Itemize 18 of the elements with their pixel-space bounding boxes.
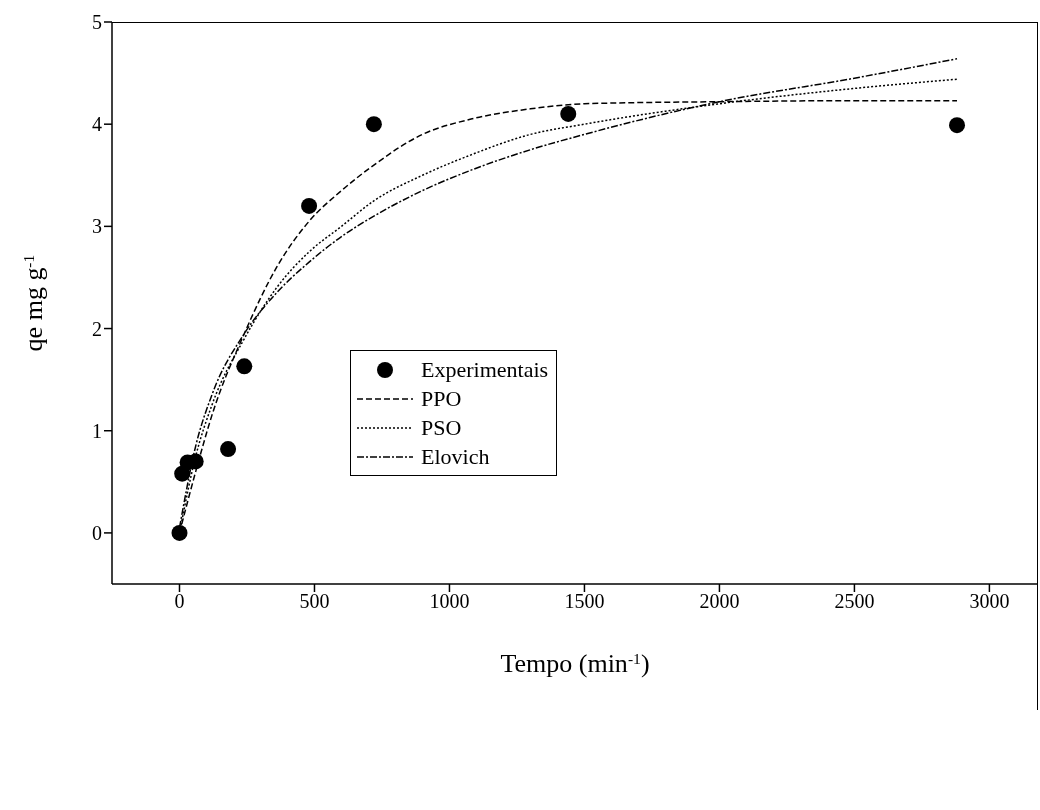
- y-tick-label: 2: [92, 317, 102, 340]
- x-tick-label: 0: [174, 590, 185, 613]
- y-tick-label: 5: [92, 11, 102, 34]
- y-tick-label: 3: [92, 215, 102, 238]
- legend-label: Elovich: [421, 443, 490, 470]
- x-tick-label: 500: [299, 590, 330, 613]
- y-tick-label: 0: [92, 522, 102, 545]
- x-tick-label: 3000: [969, 590, 1010, 613]
- y-tick-label: 1: [92, 419, 102, 442]
- x-tick-label: 2500: [834, 590, 875, 613]
- x-tick-label: 1500: [564, 590, 605, 613]
- x-axis-title: Tempo (min$^{-1}$): [500, 649, 650, 678]
- y-tick-label: 4: [92, 113, 102, 136]
- x-tick-label: 1000: [429, 590, 470, 613]
- x-tick-label: 2000: [699, 590, 740, 613]
- legend-label: PPO: [421, 385, 462, 412]
- legend-label: Experimentais: [421, 356, 549, 383]
- legend-label: PSO: [421, 414, 462, 441]
